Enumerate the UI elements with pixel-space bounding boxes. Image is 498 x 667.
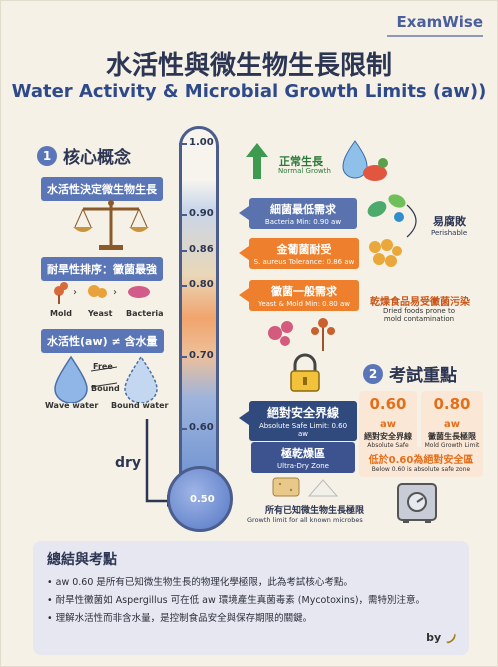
concept-pill-2: 耐旱性排序：黴菌最強 bbox=[41, 257, 163, 281]
tick-line-080 bbox=[179, 285, 187, 287]
tick-line-090 bbox=[179, 214, 187, 216]
svg-text:›: › bbox=[73, 287, 77, 298]
yeast-mold-icon bbox=[268, 318, 335, 351]
card2-en: Mold Growth Limit bbox=[424, 442, 480, 449]
water-drops-icon bbox=[54, 355, 158, 403]
tick-line-070 bbox=[179, 356, 187, 358]
safe-limit-box: 絕對安全界線 Absolute Safe Limit: 0.60 aw bbox=[249, 401, 357, 441]
page-subtitle: Water Activity & Microbial Growth Limits… bbox=[11, 81, 487, 102]
lock-icon bbox=[290, 353, 320, 392]
normal-growth-zh: 正常生長 bbox=[279, 155, 323, 168]
brand-logo: ExamWise bbox=[396, 13, 483, 31]
normal-growth-en: Normal Growth bbox=[278, 167, 331, 175]
tick-line-100 bbox=[179, 143, 187, 145]
tick-080: 0.80 bbox=[189, 279, 214, 290]
mold-pointer bbox=[239, 288, 249, 302]
rule-en: Below 0.60 is absolute safe zone bbox=[371, 466, 471, 473]
page-title: 水活性與微生物生長限制 bbox=[105, 51, 392, 81]
ultra-dry-zh: 極乾燥區 bbox=[281, 447, 325, 460]
microbe-order-icons: › › bbox=[54, 282, 150, 304]
bacteria-pointer bbox=[239, 206, 249, 220]
section1-number: 1 bbox=[37, 145, 57, 166]
ultra-dry-box: 極乾燥區 Ultra-Dry Zone bbox=[251, 442, 355, 473]
card2-unit: aw bbox=[444, 419, 460, 430]
author-credit: by bbox=[426, 631, 457, 644]
tick-050: 0.50 bbox=[190, 494, 215, 505]
section2-heading: 2 考試重點 bbox=[363, 361, 457, 386]
safe-limit-zh: 絕對安全界線 bbox=[266, 406, 339, 420]
order-mold: Mold bbox=[50, 309, 72, 318]
concept-pill-3: 水活性(aw) ≠ 含水量 bbox=[41, 329, 164, 353]
saureus-box: 金葡菌耐受 S. aureus Tolerance: 0.86 aw bbox=[249, 238, 359, 269]
card-safe-rule: 低於0.60為絕對安全區 Below 0.60 is absolute safe… bbox=[359, 447, 483, 477]
bacteria-min-en: Bacteria Min: 0.90 aw bbox=[264, 218, 342, 226]
mold-min-zh: 黴菌一般需求 bbox=[271, 285, 337, 298]
section2-number: 2 bbox=[363, 363, 383, 384]
thermometer-bulb bbox=[167, 466, 233, 532]
balance-scale-icon bbox=[73, 200, 149, 250]
perishable-zh: 易腐敗 bbox=[433, 215, 466, 228]
tick-100: 1.00 bbox=[189, 137, 214, 148]
order-yeast: Yeast bbox=[88, 309, 113, 318]
water-drop-food-icon bbox=[342, 140, 388, 181]
summary-panel: 總結與考點 aw 0.60 是所有已知微生物生長的物理化學極限，此為考試核心考點… bbox=[33, 541, 469, 655]
summary-item: 耐旱性黴菌如 Aspergillus 可在低 aw 環境產生真菌毒素 (Myco… bbox=[47, 592, 455, 606]
section2-title: 考試重點 bbox=[389, 366, 457, 386]
summary-item: 理解水活性而非含水量，是控制食品安全與保存期限的關鍵。 bbox=[47, 610, 455, 624]
up-arrow-icon bbox=[246, 143, 268, 179]
ultra-dry-en: Ultra-Dry Zone bbox=[277, 462, 329, 470]
bound-label: Bound bbox=[91, 384, 120, 393]
tick-060: 0.60 bbox=[189, 422, 214, 433]
section1-heading: 1 核心概念 bbox=[37, 143, 131, 168]
free-label: Free bbox=[93, 362, 113, 371]
saureus-en: S. aureus Tolerance: 0.86 aw bbox=[253, 258, 355, 266]
saureus-zh: 金葡菌耐受 bbox=[276, 243, 332, 256]
mold-min-box: 黴菌一般需求 Yeast & Mold Min: 0.80 aw bbox=[249, 280, 359, 311]
dried-food-zh: 乾燥食品易受黴菌污染 bbox=[370, 297, 470, 308]
order-bacteria: Bacteria bbox=[126, 309, 164, 318]
perishable-en: Perishable bbox=[431, 229, 468, 237]
saureus-pointer bbox=[239, 246, 249, 260]
banana-icon bbox=[446, 633, 456, 644]
summary-item: aw 0.60 是所有已知微生物生長的物理化學極限，此為考試核心考點。 bbox=[47, 574, 455, 588]
card2-zh: 黴菌生長極限 bbox=[428, 432, 476, 441]
bound-water-label: Bound water bbox=[111, 401, 169, 410]
tick-090: 0.90 bbox=[189, 208, 214, 219]
card1-unit: aw bbox=[380, 419, 396, 430]
safe-limit-en: Absolute Safe Limit: 0.60 aw bbox=[258, 422, 348, 438]
safe-limit-pointer bbox=[239, 411, 249, 425]
summary-list: aw 0.60 是所有已知微生物生長的物理化學極限，此為考試核心考點。 耐旱性黴… bbox=[47, 574, 455, 624]
rule-zh: 低於0.60為絕對安全區 bbox=[368, 455, 474, 466]
dried-food-en: Dried foods prone to mold contamination bbox=[383, 307, 455, 323]
wave-water-label: Wave water bbox=[45, 401, 99, 410]
thermometer-tube bbox=[179, 126, 219, 496]
svg-text:›: › bbox=[113, 287, 117, 298]
growth-limit-zh: 所有已知微生物生長極限 bbox=[265, 506, 365, 516]
tick-070: 0.70 bbox=[189, 350, 214, 361]
summary-title: 總結與考點 bbox=[47, 552, 117, 568]
bacteria-icon bbox=[367, 194, 406, 222]
card1-zh: 絕對安全界線 bbox=[364, 432, 412, 441]
card2-value: 0.80 bbox=[433, 395, 471, 413]
bacteria-min-zh: 細菌最低需求 bbox=[270, 203, 336, 216]
dry-food-icon bbox=[272, 477, 339, 497]
tick-line-060 bbox=[179, 428, 187, 430]
card-mold-limit: 0.80 aw 黴菌生長極限 Mold Growth Limit bbox=[421, 391, 483, 453]
growth-limit-en: Growth limit for all known microbes bbox=[247, 516, 363, 524]
card1-value: 0.60 bbox=[369, 395, 407, 413]
section1-title: 核心概念 bbox=[63, 148, 131, 168]
safe-vault-icon bbox=[397, 483, 437, 523]
mold-min-en: Yeast & Mold Min: 0.80 aw bbox=[257, 300, 350, 308]
tick-line-086 bbox=[179, 250, 187, 252]
by-label: by bbox=[426, 631, 442, 644]
bacteria-min-box: 細菌最低需求 Bacteria Min: 0.90 aw bbox=[249, 198, 357, 229]
tick-086: 0.86 bbox=[189, 244, 214, 255]
curve-bracket-icon bbox=[406, 204, 417, 238]
concept-pill-1: 水活性決定微生物生長 bbox=[41, 177, 163, 201]
brand-underline bbox=[387, 35, 483, 37]
staph-cluster-icon bbox=[369, 239, 402, 267]
dry-label: dry bbox=[115, 455, 142, 471]
